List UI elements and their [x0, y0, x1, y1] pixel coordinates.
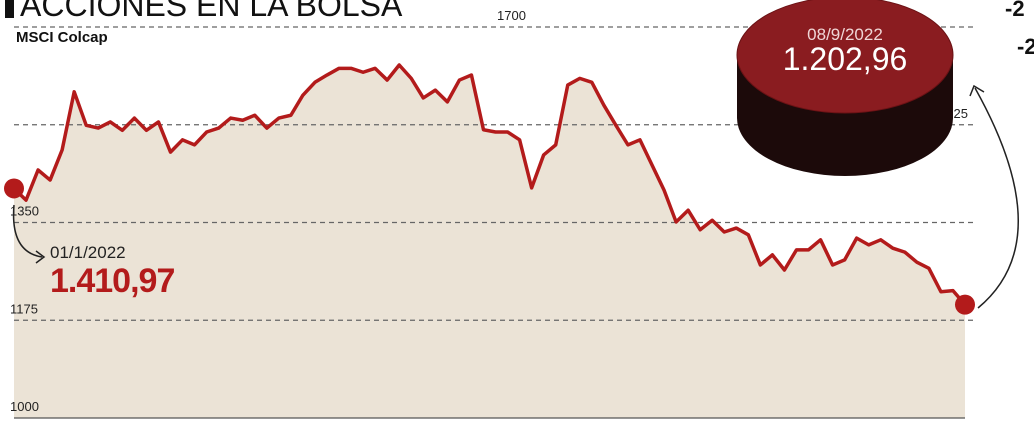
end-point	[955, 295, 975, 315]
y-tick-label: 1700	[497, 8, 526, 23]
start-value: 1.410,97	[50, 262, 174, 300]
end-value: 1.202,96	[783, 41, 908, 77]
side-text: -2	[1005, 0, 1025, 21]
arrow	[975, 88, 1018, 308]
page: ACCIONES EN LA BOLSA MSCI Colcap -2 -2 1…	[0, 0, 1034, 421]
chart-subtitle: MSCI Colcap	[16, 29, 108, 46]
start-point	[4, 178, 24, 198]
chart-title: ACCIONES EN LA BOLSA	[20, 0, 403, 23]
side-text: -2	[1017, 34, 1034, 59]
chart: ACCIONES EN LA BOLSA MSCI Colcap -2 -2 1…	[0, 0, 1034, 421]
y-tick-label: 1175	[10, 301, 38, 316]
y-tick-label: 1000	[10, 399, 39, 414]
title-marker	[5, 0, 14, 18]
start-date: 01/1/2022	[50, 243, 126, 262]
